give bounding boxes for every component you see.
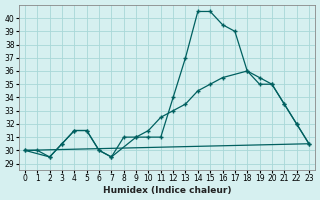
X-axis label: Humidex (Indice chaleur): Humidex (Indice chaleur) [103,186,231,195]
